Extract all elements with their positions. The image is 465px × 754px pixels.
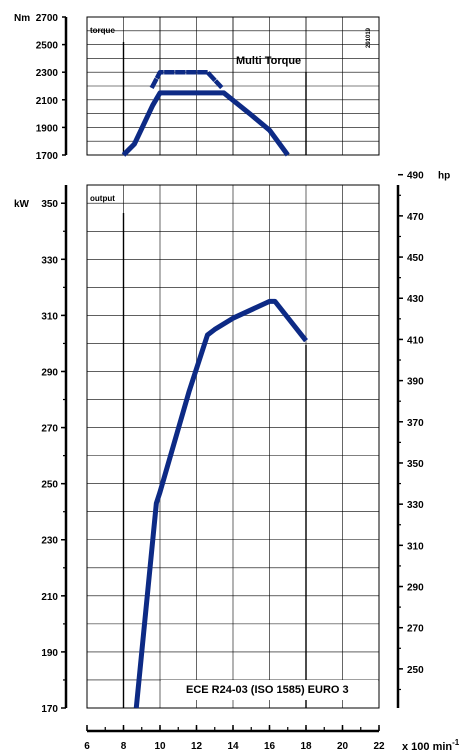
torque-series-line (121, 90, 290, 157)
x-axis-tick-label: 22 (373, 741, 385, 752)
output-series-line (133, 298, 308, 709)
torque-series (121, 69, 290, 157)
output-y-tick-label: 350 (41, 199, 58, 210)
x-axis-tick-label: 18 (300, 741, 312, 752)
output-y-tick-label: 190 (41, 648, 58, 659)
output-y2-tick-label: 390 (407, 377, 424, 388)
output-y-tick-label: 290 (41, 367, 58, 378)
output-y2-tick-label: 470 (407, 212, 424, 223)
output-y2-tick-label: 290 (407, 583, 424, 594)
output-y2-tick-label: 370 (407, 418, 424, 429)
x-axis: 6 8 10 12 14 16 18 20 22 (84, 725, 385, 752)
output-y-unit-label: kW (14, 199, 30, 210)
output-y2-tick-label: 310 (407, 541, 424, 552)
output-y-tick-label: 210 (41, 592, 58, 603)
torque-y-tick-label: 1700 (36, 151, 59, 162)
output-y2-tick-label: 350 (407, 459, 424, 470)
x-axis-tick-label: 10 (154, 741, 166, 752)
torque-y-tick-label: 1900 (36, 123, 59, 134)
output-y2-tick-label: 270 (407, 624, 424, 635)
output-y-axis: 350 330 310 290 270 250 230 210 190 170 kW (14, 185, 68, 715)
x-axis-tick-label: 20 (337, 741, 349, 752)
output-y2-tick-label: 490 (407, 171, 424, 182)
output-y2-tick-label: 250 (407, 665, 424, 676)
multi-torque-annotation: Multi Torque (236, 55, 301, 67)
output-y2-axis: 490 470 450 430 410 390 370 350 330 310 290 270 250 h… (396, 171, 450, 708)
x-axis-tick-label: 6 (84, 741, 90, 752)
multi-torque-series-line (149, 69, 224, 90)
output-y-tick-label: 230 (41, 536, 58, 547)
output-grid (86, 184, 380, 709)
output-y2-tick-label: 430 (407, 294, 424, 305)
output-y2-tick-label: 410 (407, 335, 424, 346)
output-y2-unit-label: hp (438, 171, 450, 182)
torque-y-tick-label: 2700 (36, 13, 59, 24)
output-y2-tick-label: 330 (407, 500, 424, 511)
torque-y-tick-label: 2100 (36, 96, 59, 107)
torque-y-tick-label: 2300 (36, 68, 59, 79)
output-y-tick-label: 250 (41, 480, 58, 491)
x-axis-unit-label: x 100 min-1 (402, 738, 460, 753)
torque-y-axis: 2700 2500 2300 2100 1900 1700 Nm (14, 13, 68, 162)
standard-annotation: ECE R24-03 (ISO 1585) EURO 3 (186, 684, 349, 696)
x-axis-tick-label: 8 (121, 741, 127, 752)
x-axis-tick-label: 14 (227, 741, 239, 752)
torque-y-unit-label: Nm (14, 13, 30, 24)
output-panel-label: output (90, 194, 115, 203)
x-axis-tick-label: 12 (191, 741, 203, 752)
torque-panel: 2700 2500 2300 2100 1900 1700 Nm torque Multi … (14, 13, 380, 162)
x-axis-tick-label: 16 (264, 741, 276, 752)
torque-y-tick-label: 2500 (36, 41, 59, 52)
output-series (133, 298, 308, 709)
torque-panel-label: torque (90, 26, 115, 35)
output-y-tick-label: 310 (41, 311, 58, 322)
output-y-tick-label: 170 (41, 704, 58, 715)
chart-code-label: 291019 (366, 27, 372, 48)
output-y2-tick-label: 450 (407, 253, 424, 264)
output-y-tick-label: 330 (41, 255, 58, 266)
output-y-tick-label: 270 (41, 424, 58, 435)
annotation-background (161, 680, 378, 700)
torque-grid (86, 16, 380, 156)
